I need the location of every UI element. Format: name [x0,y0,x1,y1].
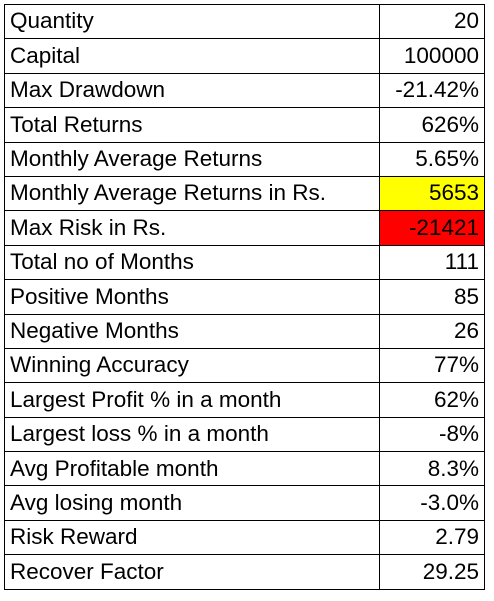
metric-value: 5653 [379,175,485,212]
metric-value: -21421 [379,210,485,246]
table-row: Winning Accuracy 77% [4,347,485,384]
table-row: Quantity 20 [4,3,485,40]
metric-value: 2.79 [379,519,485,556]
metric-value: 29.25 [379,554,485,590]
metric-label: Monthly Average Returns in Rs. [4,175,380,212]
metric-value: -8% [379,416,485,453]
metric-label: Risk Reward [4,519,380,556]
table-row: Monthly Average Returns 5.65% [4,141,485,177]
metric-label: Monthly Average Returns [4,141,380,177]
metric-value: 5.65% [379,141,485,177]
table-row: Risk Reward 2.79 [4,519,485,556]
table-row: Avg Profitable month 8.3% [4,451,485,487]
table-row: Largest loss % in a month -8% [4,416,485,453]
metric-label: Capital [4,38,380,74]
metric-label: Max Drawdown [4,72,380,109]
table-row: Max Risk in Rs. -21421 [4,210,485,246]
metric-label: Avg losing month [4,485,380,521]
metric-label: Largest loss % in a month [4,416,380,453]
metric-value: 626% [379,107,485,143]
table-row: Largest Profit % in a month 62% [4,382,485,418]
metric-label: Winning Accuracy [4,347,380,384]
metric-value: 77% [379,347,485,384]
metric-label: Recover Factor [4,554,380,590]
stats-table-body: Quantity 20 Capital 100000 Max Drawdown -21.4… [4,3,485,590]
metric-label: Total Returns [4,107,380,143]
table-row: Recover Factor 29.25 [4,554,485,590]
metric-label: Avg Profitable month [4,451,380,487]
table-row: Monthly Average Returns in Rs. 5653 [4,175,485,212]
table-row: Positive Months 85 [4,279,485,315]
table-row: Total no of Months 111 [4,244,485,281]
stats-table-container: Quantity 20 Capital 100000 Max Drawdown -21.4… [4,3,485,590]
table-row: Max Drawdown -21.42% [4,72,485,109]
metric-value: 100000 [379,38,485,74]
metric-label: Quantity [4,3,380,40]
metric-value: 62% [379,382,485,418]
metric-value: 26 [379,313,485,349]
metric-label: Largest Profit % in a month [4,382,380,418]
metric-label: Positive Months [4,279,380,315]
table-row: Negative Months 26 [4,313,485,349]
metric-label: Max Risk in Rs. [4,210,380,246]
metric-value: 8.3% [379,451,485,487]
metric-value: 111 [379,244,485,281]
table-row: Avg losing month -3.0% [4,485,485,521]
metric-value: -21.42% [379,72,485,109]
metric-value: -3.0% [379,485,485,521]
metric-label: Total no of Months [4,244,380,281]
table-row: Capital 100000 [4,38,485,74]
metric-value: 85 [379,279,485,315]
stats-table: Quantity 20 Capital 100000 Max Drawdown -21.4… [4,3,485,590]
metric-label: Negative Months [4,313,380,349]
metric-value: 20 [379,3,485,40]
table-row: Total Returns 626% [4,107,485,143]
